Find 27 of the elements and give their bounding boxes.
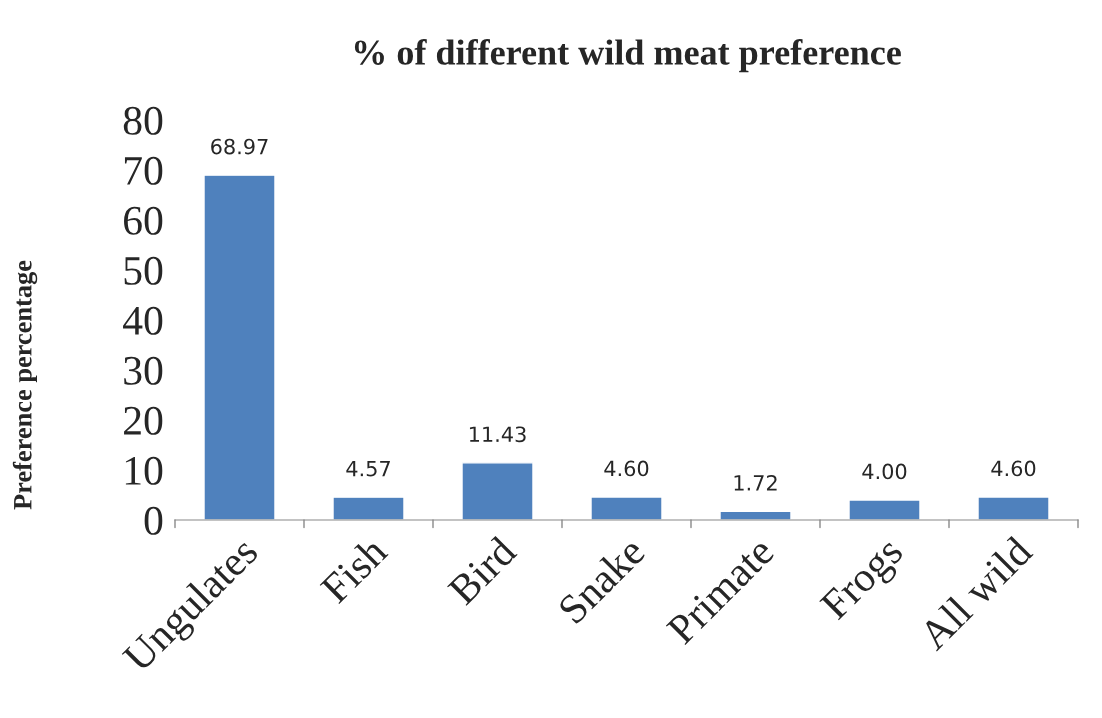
y-tick-label: 40 bbox=[123, 306, 163, 335]
data-label: 4.00 bbox=[862, 463, 907, 480]
data-label: 4.60 bbox=[991, 460, 1036, 477]
x-tick-label: All wild bbox=[916, 534, 1034, 652]
data-label: 68.97 bbox=[211, 138, 268, 155]
bar bbox=[590, 496, 663, 520]
data-label: 4.57 bbox=[346, 460, 390, 477]
y-tick-label: 50 bbox=[124, 256, 163, 285]
chart-title: % of different wild meat preference bbox=[354, 39, 901, 73]
x-tick-label: Bird bbox=[445, 534, 518, 607]
y-tick-label: 60 bbox=[124, 206, 163, 235]
y-tick-label: 70 bbox=[124, 156, 163, 185]
y-tick-label: 10 bbox=[125, 456, 163, 485]
bar bbox=[848, 499, 921, 520]
bar bbox=[332, 496, 405, 520]
data-label: 1.72 bbox=[734, 474, 777, 491]
x-tick-label: Fish bbox=[318, 534, 389, 605]
bar bbox=[977, 496, 1050, 520]
bar bbox=[461, 462, 534, 520]
y-tick-label: 30 bbox=[124, 356, 163, 385]
bar bbox=[203, 174, 276, 520]
y-tick-label: 0 bbox=[144, 506, 163, 535]
data-label: 11.43 bbox=[469, 426, 526, 443]
y-tick-label: 20 bbox=[124, 406, 163, 435]
y-axis-title: Preference percentage bbox=[12, 260, 38, 510]
y-tick-label: 80 bbox=[123, 106, 163, 135]
data-label: 4.60 bbox=[604, 460, 649, 477]
